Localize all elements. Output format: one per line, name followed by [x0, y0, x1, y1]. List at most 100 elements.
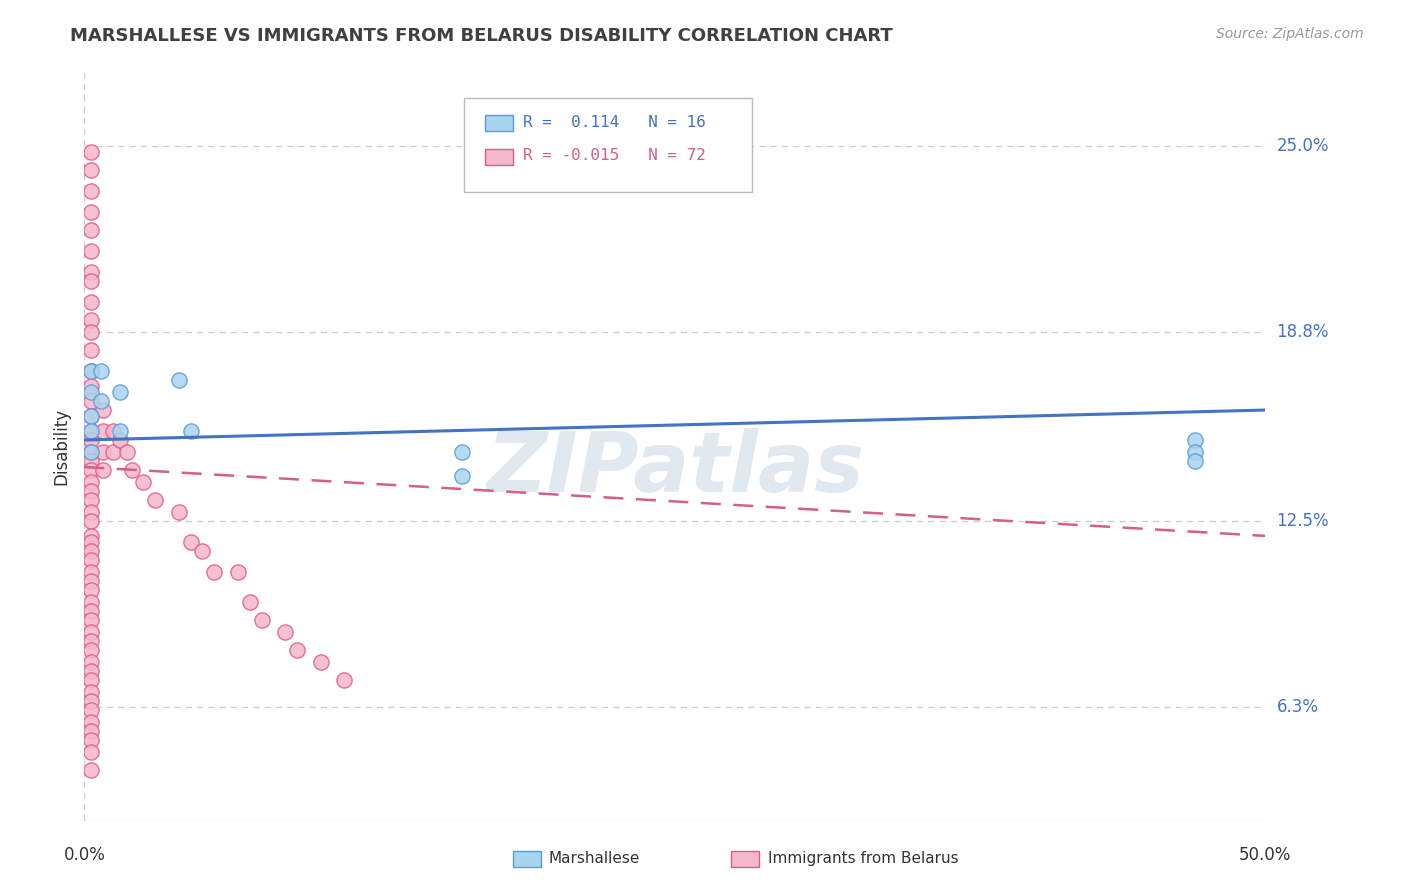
Point: [80, 313, 103, 327]
Point: [80, 409, 103, 423]
Point: [108, 424, 131, 438]
Text: Immigrants from Belarus: Immigrants from Belarus: [768, 852, 959, 866]
Point: [91, 403, 114, 417]
Point: [80, 184, 103, 198]
Point: [80, 364, 103, 378]
Point: [80, 274, 103, 288]
Point: [80, 723, 103, 738]
Point: [80, 582, 103, 597]
Text: ZIPatlas: ZIPatlas: [486, 428, 863, 509]
Point: [121, 463, 143, 477]
Point: [80, 505, 103, 519]
Text: R = -0.015   N = 72: R = -0.015 N = 72: [523, 148, 706, 162]
Point: [80, 433, 103, 447]
Text: 18.8%: 18.8%: [1277, 323, 1329, 341]
Y-axis label: Disability: Disability: [52, 408, 70, 484]
Point: [80, 553, 103, 567]
Point: [80, 265, 103, 279]
Text: MARSHALLESE VS IMMIGRANTS FROM BELARUS DISABILITY CORRELATION CHART: MARSHALLESE VS IMMIGRANTS FROM BELARUS D…: [70, 27, 893, 45]
Point: [80, 445, 103, 459]
Point: [80, 463, 103, 477]
Point: [309, 655, 332, 669]
Point: [132, 475, 155, 489]
Point: [80, 379, 103, 393]
Point: [80, 445, 103, 459]
Point: [80, 613, 103, 627]
Point: [80, 385, 103, 400]
Point: [80, 325, 103, 339]
Point: [167, 373, 190, 387]
Point: [80, 394, 103, 409]
Point: [80, 454, 103, 468]
Point: [101, 445, 124, 459]
Point: [80, 424, 103, 438]
Point: [91, 424, 114, 438]
Text: 12.5%: 12.5%: [1277, 512, 1329, 530]
Point: [239, 595, 262, 609]
Point: [1184, 454, 1206, 468]
Point: [333, 673, 356, 687]
Point: [80, 483, 103, 498]
Point: [274, 624, 297, 639]
Point: [91, 463, 114, 477]
Point: [90, 394, 112, 409]
Point: [180, 424, 202, 438]
Point: [80, 694, 103, 708]
Point: [91, 445, 114, 459]
Point: [80, 595, 103, 609]
Point: [226, 565, 249, 579]
Point: [80, 655, 103, 669]
Point: [80, 492, 103, 507]
Point: [80, 574, 103, 588]
Point: [108, 385, 131, 400]
Point: [80, 664, 103, 678]
Point: [80, 244, 103, 259]
Point: [80, 714, 103, 729]
Text: 6.3%: 6.3%: [1277, 698, 1319, 715]
Point: [80, 685, 103, 699]
Point: [80, 732, 103, 747]
Point: [143, 492, 166, 507]
Point: [80, 535, 103, 549]
Point: [80, 163, 103, 178]
Point: [108, 433, 131, 447]
Text: 0.0%: 0.0%: [63, 846, 105, 863]
Point: [80, 295, 103, 310]
Point: [115, 445, 138, 459]
Point: [180, 535, 202, 549]
Point: [80, 205, 103, 219]
Point: [80, 633, 103, 648]
Text: Marshallese: Marshallese: [548, 852, 640, 866]
Point: [80, 565, 103, 579]
Point: [80, 514, 103, 528]
Point: [80, 745, 103, 759]
Point: [80, 223, 103, 237]
Point: [1184, 445, 1206, 459]
Point: [285, 642, 308, 657]
Point: [451, 445, 474, 459]
Point: [250, 613, 273, 627]
Point: [191, 544, 214, 558]
Point: [80, 763, 103, 777]
Point: [80, 703, 103, 717]
Point: [101, 424, 124, 438]
Point: [167, 505, 190, 519]
Text: Source: ZipAtlas.com: Source: ZipAtlas.com: [1216, 27, 1364, 41]
Point: [80, 544, 103, 558]
Point: [80, 424, 103, 438]
Point: [80, 642, 103, 657]
Point: [80, 604, 103, 618]
Point: [80, 673, 103, 687]
Point: [80, 475, 103, 489]
Text: R =  0.114   N = 16: R = 0.114 N = 16: [523, 115, 706, 129]
Text: 50.0%: 50.0%: [1239, 846, 1292, 863]
Point: [202, 565, 225, 579]
Point: [451, 469, 474, 483]
Text: 25.0%: 25.0%: [1277, 137, 1329, 155]
Point: [1184, 433, 1206, 447]
Point: [80, 409, 103, 423]
Point: [80, 145, 103, 160]
Point: [80, 343, 103, 357]
Point: [90, 364, 112, 378]
Point: [80, 624, 103, 639]
